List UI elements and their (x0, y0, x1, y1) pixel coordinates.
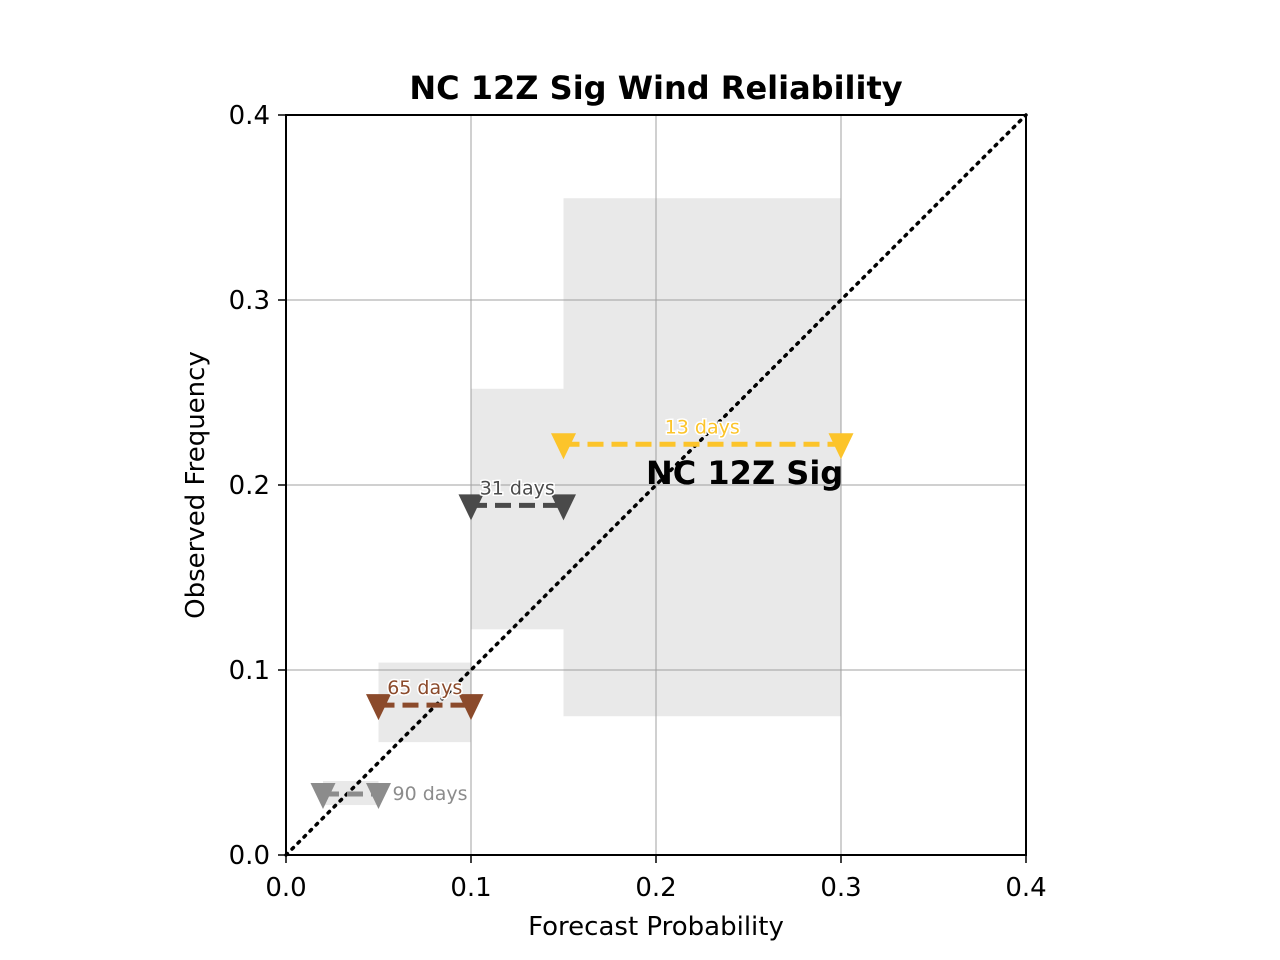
bin-marker-left-0 (310, 782, 336, 809)
confidence-band-2 (471, 388, 564, 630)
bin-marker-right-2 (551, 494, 576, 521)
bin-count-label-1: 65 days (387, 677, 462, 699)
confidence-band-3 (563, 198, 841, 717)
x-tick-label: 0.3 (820, 873, 861, 903)
x-tick-label: 0.0 (265, 873, 306, 903)
bin-marker-right-1 (458, 694, 484, 721)
bin-marker-left-1 (366, 694, 391, 721)
x-tick-label: 0.2 (635, 873, 676, 903)
y-tick-label: 0.2 (229, 471, 270, 501)
y-tick-label: 0.0 (229, 841, 270, 871)
bin-count-label-3: 13 days (665, 416, 740, 438)
bin-count-label-0: 90 days (393, 783, 468, 805)
y-tick-label: 0.3 (229, 286, 270, 316)
bin-marker-right-0 (366, 782, 391, 809)
y-tick-label: 0.4 (229, 101, 270, 131)
y-axis-title: Observed Frequency (181, 351, 211, 619)
y-tick-label: 0.1 (229, 656, 270, 686)
bin-marker-left-2 (458, 494, 484, 521)
confidence-band-1 (378, 662, 471, 743)
plot-area: 90 days 65 days 31 days 13 days NC 12Z Sig 0.… (229, 101, 1047, 903)
plot-annotation: NC 12Z Sig (646, 454, 843, 492)
x-axis-title: Forecast Probability (528, 912, 784, 942)
x-tick-label: 0.1 (450, 873, 491, 903)
chart-title: NC 12Z Sig Wind Reliability (409, 69, 902, 107)
bin-count-label-2: 31 days (480, 477, 555, 499)
bin-marker-left-3 (551, 433, 576, 460)
x-tick-label: 0.4 (1005, 873, 1046, 903)
bin-marker-right-3 (828, 433, 854, 460)
